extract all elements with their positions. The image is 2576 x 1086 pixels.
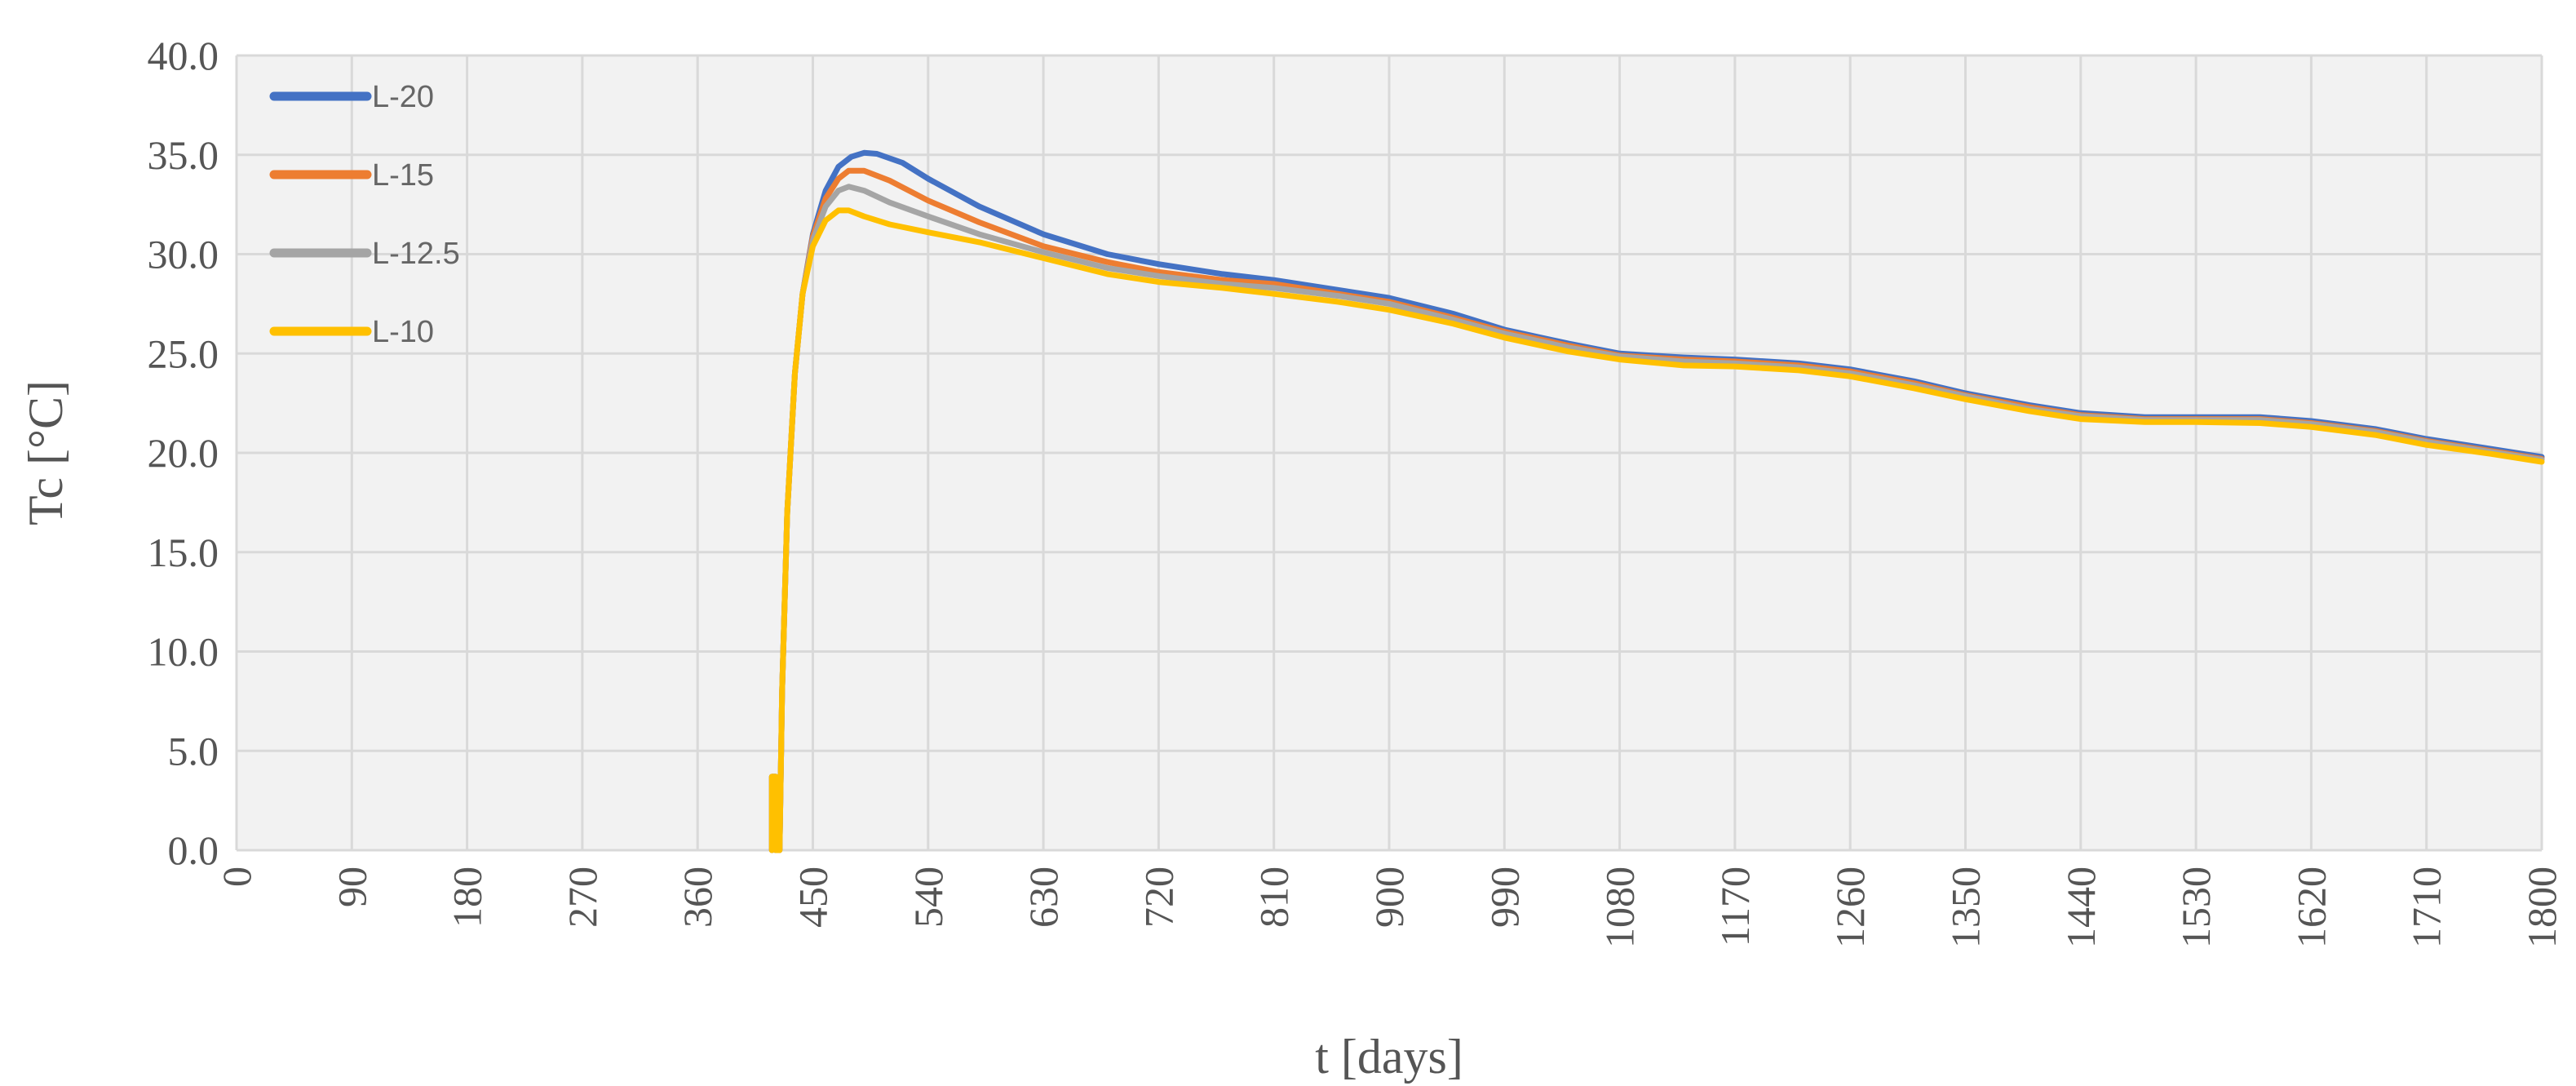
y-axis-title: Tc [°C] (19, 380, 73, 525)
x-tick-label: 1080 (1597, 867, 1643, 948)
y-tick-label: 0.0 (168, 827, 219, 873)
legend-label-0: L-20 (372, 80, 434, 114)
y-tick-label: 15.0 (148, 530, 219, 575)
y-tick-label: 30.0 (148, 232, 219, 277)
x-tick-label: 450 (790, 867, 836, 928)
x-tick-label: 1440 (2058, 867, 2104, 948)
x-tick-label: 1710 (2404, 867, 2450, 948)
y-axis-ticks: 0.0 5.0 10.0 15.0 20.0 25.0 30.0 35.0 40.0 (148, 33, 219, 873)
x-axis-title: t [days] (1315, 1030, 1463, 1084)
y-tick-label: 40.0 (148, 33, 219, 78)
legend-label-1: L-15 (372, 158, 434, 193)
x-axis-ticks: 0 90 180 270 360 450 540 630 720 810 900 990 1080 117… (214, 867, 2565, 948)
y-tick-label: 25.0 (148, 330, 219, 376)
gridlines (235, 54, 2543, 852)
x-tick-label: 90 (329, 867, 374, 907)
x-tick-label: 1260 (1827, 867, 1873, 948)
x-tick-label: 720 (1135, 867, 1181, 928)
x-tick-label: 630 (1020, 867, 1066, 928)
y-tick-label: 20.0 (148, 430, 219, 476)
x-tick-label: 360 (675, 867, 720, 928)
x-tick-label: 1620 (2288, 867, 2334, 948)
x-tick-label: 540 (905, 867, 951, 928)
x-tick-label: 990 (1481, 867, 1527, 928)
series-line-3 (768, 207, 2545, 853)
legend: L-20 L-15 L-12.5 L-10 (269, 80, 460, 349)
y-tick-label: 35.0 (148, 132, 219, 178)
x-tick-label: 1800 (2519, 867, 2565, 948)
legend-label-2: L-12.5 (372, 237, 460, 271)
y-tick-label: 10.0 (148, 629, 219, 675)
x-tick-label: 1350 (1943, 867, 1989, 948)
x-tick-label: 900 (1366, 867, 1412, 928)
series-lines (768, 149, 2545, 853)
x-tick-label: 0 (214, 867, 259, 887)
x-tick-label: 1170 (1712, 867, 1758, 946)
legend-label-3: L-10 (372, 315, 434, 349)
x-tick-label: 810 (1251, 867, 1297, 928)
x-tick-label: 180 (445, 867, 490, 928)
x-tick-label: 1530 (2173, 867, 2219, 948)
x-tick-label: 270 (560, 867, 605, 928)
y-tick-label: 5.0 (168, 728, 219, 773)
